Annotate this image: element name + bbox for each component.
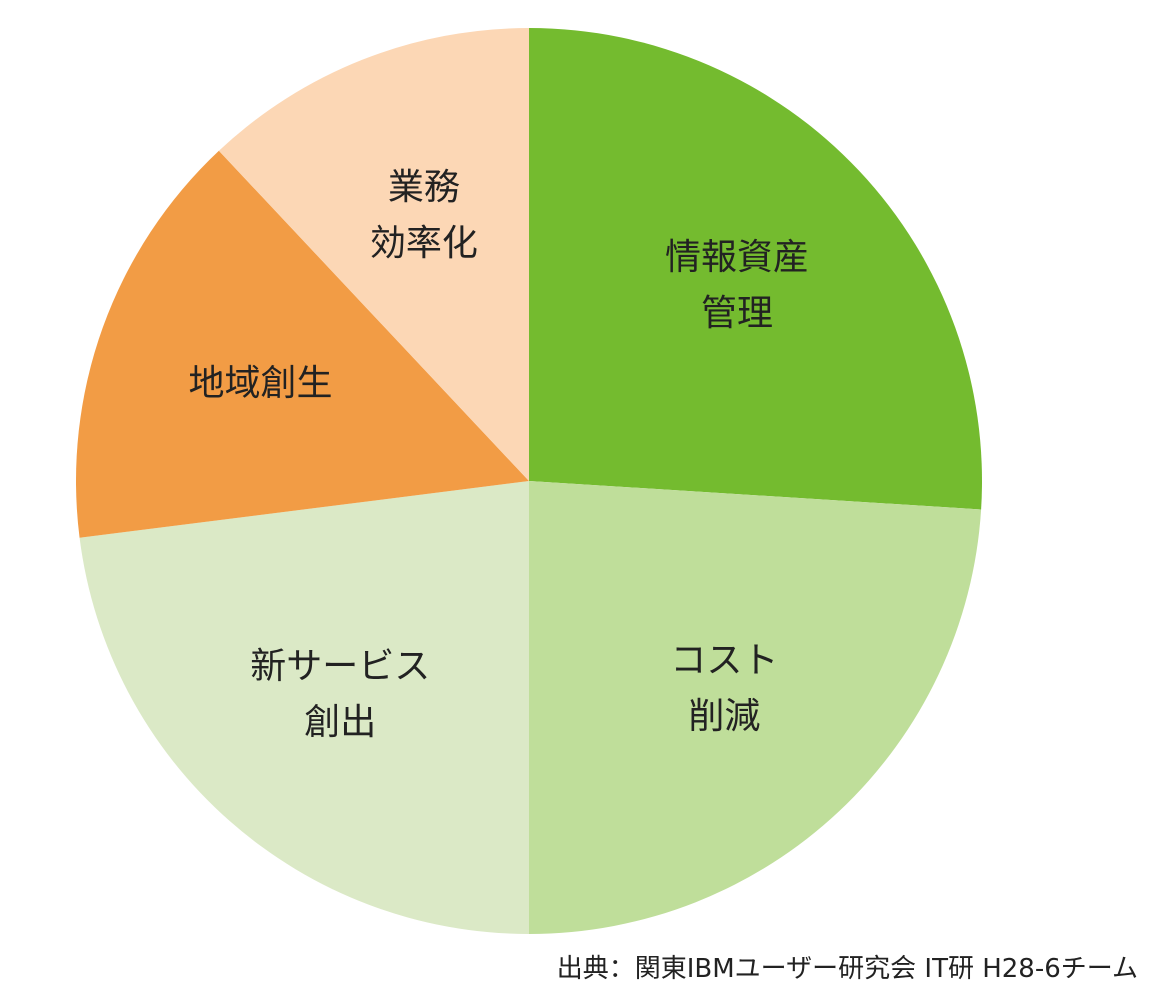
pie-slice <box>529 28 982 510</box>
pie-slice <box>529 481 982 934</box>
slice-label: 新サービス 創出 <box>250 646 431 744</box>
source-note: 出典：関東IBMユーザー研究会 IT研 H28-6チーム <box>556 954 1138 984</box>
pie-slice <box>79 481 530 934</box>
slice-label: 業務 効率化 <box>369 166 478 264</box>
pie-slice <box>76 150 529 538</box>
slice-label: 地域創生 <box>188 363 333 405</box>
slice-label: 情報資産 管理 <box>665 236 810 334</box>
pie-slice <box>218 28 530 481</box>
slice-label: コスト 削減 <box>670 640 779 738</box>
